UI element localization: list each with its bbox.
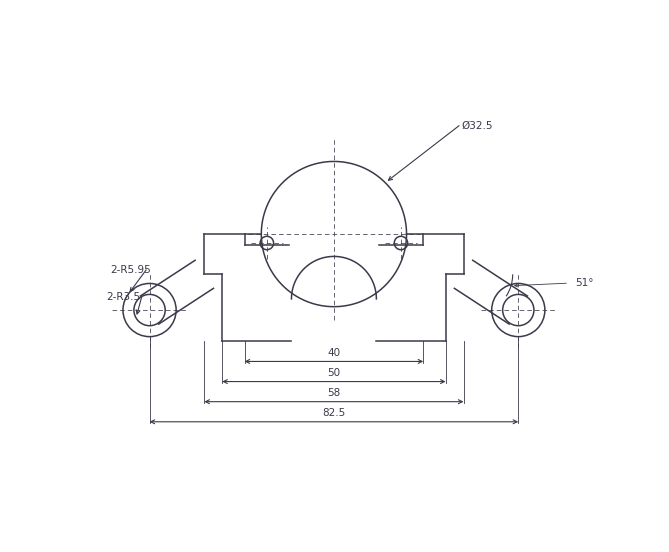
Text: Ø32.5: Ø32.5	[462, 121, 493, 131]
Text: 51°: 51°	[575, 278, 594, 288]
Text: 58: 58	[327, 388, 341, 398]
Text: 40: 40	[327, 348, 341, 358]
Text: 50: 50	[327, 368, 341, 378]
Text: 2-R5.95: 2-R5.95	[110, 265, 151, 275]
Text: 82.5: 82.5	[322, 408, 346, 418]
Text: 2-R3.5: 2-R3.5	[106, 291, 140, 301]
